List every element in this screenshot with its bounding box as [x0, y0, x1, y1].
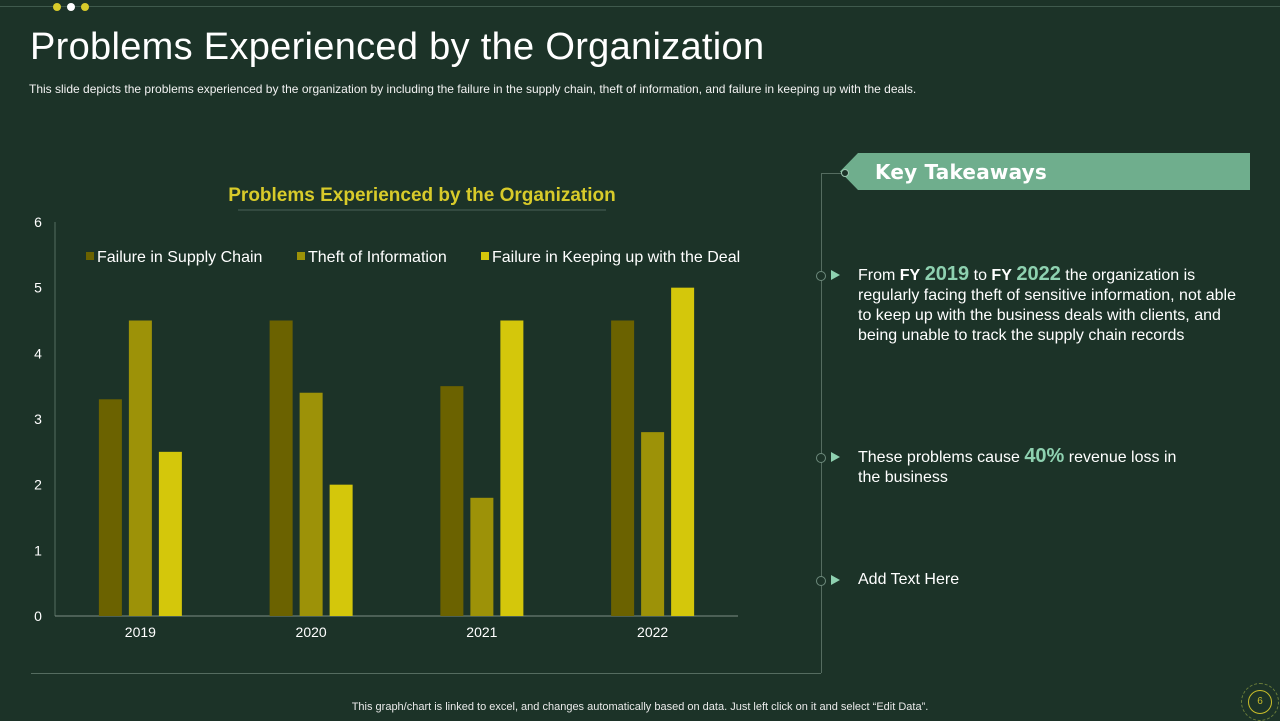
bar [128, 320, 152, 616]
slide-title: Problems Experienced by the Organization [30, 26, 765, 68]
legend-label: Theft of Information [308, 249, 447, 266]
point-2-post: revenue loss in the business [858, 449, 1177, 486]
bar [299, 392, 323, 616]
slide-subtitle: This slide depicts the problems experien… [29, 82, 917, 96]
bullet-circle-icon [816, 576, 826, 586]
slide-dots [53, 3, 89, 11]
point-1-fy-label-2: FY [991, 267, 1012, 284]
chart-title: Problems Experienced by the Organization [228, 185, 616, 206]
x-tick-label: 2021 [466, 624, 497, 640]
legend-label: Failure in Keeping up with the Deal [492, 249, 740, 266]
x-tick-label: 2019 [125, 624, 156, 640]
dot-indicator-2 [67, 3, 75, 11]
takeaways-banner [840, 153, 1250, 190]
y-tick-label: 4 [34, 345, 42, 361]
page-number: 6 [1248, 690, 1272, 714]
bar [98, 399, 122, 616]
bar [440, 386, 464, 616]
legend-swatch [481, 252, 489, 260]
takeaway-point-3: Add Text Here [858, 571, 960, 588]
top-divider [0, 6, 1280, 7]
takeaway-point-1: From FY 2019 to FY 2022 the organization… [858, 264, 1238, 346]
point-1-pre: From [858, 267, 900, 284]
point-1-year-end: 2022 [1016, 263, 1061, 285]
dot-indicator-3 [81, 3, 89, 11]
legend-swatch [297, 252, 305, 260]
bar [269, 320, 293, 616]
takeaways-title: Key Takeaways [875, 160, 1047, 184]
bar [611, 320, 635, 616]
takeaways-vertical-line [821, 173, 822, 673]
y-tick-label: 1 [34, 542, 42, 558]
point-1-year-start: 2019 [924, 263, 970, 285]
point-2-highlight: 40% [1024, 445, 1065, 467]
chart-bottom-divider [31, 673, 821, 674]
takeaways-connector [821, 173, 845, 174]
legend-label: Failure in Supply Chain [97, 249, 262, 266]
bullet-circle-icon [816, 453, 826, 463]
bar-chart[interactable]: Problems Experienced by the Organization… [0, 170, 810, 650]
legend-swatch [86, 252, 94, 260]
bullet-arrow-icon [831, 452, 840, 462]
x-tick-label: 2020 [296, 624, 327, 640]
y-tick-label: 5 [34, 280, 42, 296]
bar [329, 484, 353, 616]
bar [641, 432, 665, 616]
bar [158, 451, 182, 616]
y-tick-label: 2 [34, 477, 42, 493]
y-tick-label: 3 [34, 411, 42, 427]
bar [671, 287, 695, 616]
point-2-pre: These problems cause [858, 449, 1025, 466]
footer-note: This graph/chart is linked to excel, and… [351, 701, 929, 713]
bullet-circle-icon [816, 271, 826, 281]
point-1-mid: to [969, 267, 992, 284]
x-tick-label: 2022 [637, 624, 668, 640]
point-1-fy-label-1: FY [899, 267, 921, 284]
bar [470, 497, 494, 616]
y-tick-label: 6 [34, 214, 42, 230]
bullet-arrow-icon [831, 270, 840, 280]
point-1-post: the organization is regularly facing the… [858, 267, 1236, 344]
bullet-arrow-icon [831, 575, 840, 585]
dot-indicator-1 [53, 3, 61, 11]
takeaway-point-2: These problems cause 40% revenue loss in… [858, 446, 1198, 488]
y-tick-label: 0 [34, 608, 42, 624]
bar [500, 320, 524, 616]
banner-circle-icon [841, 169, 849, 177]
